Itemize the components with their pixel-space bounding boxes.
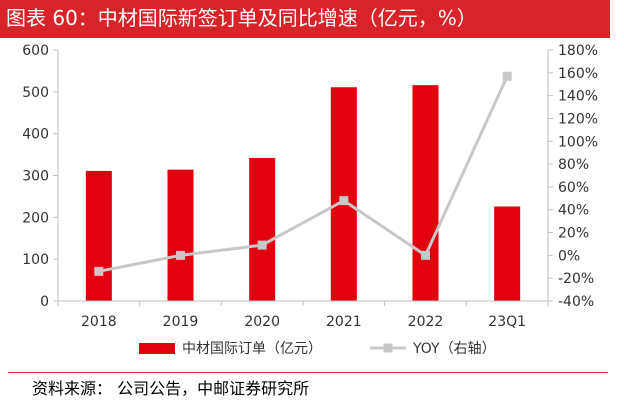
left-tick-label: 400 [22,127,49,143]
yoy-point [176,250,185,260]
left-axis: 0 100 200 300 400 500 600 [22,43,59,310]
chart-plot: 0 100 200 300 400 500 600 -40% -20% 0% 20% 40% 60% 8… [22,43,598,357]
right-tick-label: -20% [558,271,594,287]
right-tick-label: 120% [558,111,598,127]
right-tick-label: 160% [558,66,598,82]
left-tick-label: 100 [22,252,49,268]
yoy-point [94,266,104,276]
source-note: 资料来源： 公司公告，中邮证券研究所 [32,379,310,398]
right-tick-label: 40% [558,203,589,219]
legend-label-bar: 中材国际订单（亿元） [182,341,322,357]
yoy-point [257,240,267,250]
right-tick-label: 0% [558,248,580,264]
yoy-point [502,71,512,81]
right-tick-label: 180% [558,43,598,59]
bar [249,157,276,301]
right-tick-label: 80% [558,157,589,173]
right-tick-label: 20% [558,226,589,242]
legend: 中材国际订单（亿元） YOY（右轴） [139,341,496,357]
legend-label-line: YOY（右轴） [412,341,496,357]
left-tick-label: 500 [22,85,49,101]
x-tick-label: 2018 [81,314,117,330]
figure-title: 图表 60：中材国际新签订单及同比增速（亿元，%） [6,6,477,30]
yoy-line [98,75,509,273]
bar-series [85,85,521,302]
x-tick-label: 2022 [408,314,444,330]
left-tick-label: 600 [22,43,49,59]
x-tick-label: 23Q1 [488,314,526,330]
yoy-point [339,196,349,206]
legend-swatch-bar [139,343,175,354]
bar [412,85,439,301]
bar [494,206,521,301]
bar [330,87,357,302]
right-tick-label: 140% [558,89,598,105]
yoy-point [421,250,430,260]
right-tick-label: 60% [558,180,589,196]
bar [167,169,194,301]
figure-title-bar: 图表 60：中材国际新签订单及同比增速（亿元，%） [0,0,610,38]
left-tick-label: 200 [22,210,49,226]
legend-swatch-marker [383,343,393,353]
right-tick-label: 100% [558,134,598,150]
x-tick-label: 2020 [244,314,280,330]
source-divider [8,372,608,373]
line-series [94,71,512,276]
right-axis: -40% -20% 0% 20% 40% 60% 80% 100% 120% 140% 160% 18… [547,43,598,310]
right-tick-label: -40% [558,294,594,310]
bar [85,170,112,301]
x-axis: 2018 2019 2020 2021 2022 23Q1 [57,300,549,330]
left-tick-label: 300 [22,169,49,185]
left-tick-label: 0 [40,294,49,310]
x-tick-label: 2019 [163,314,199,330]
x-tick-label: 2021 [326,314,362,330]
